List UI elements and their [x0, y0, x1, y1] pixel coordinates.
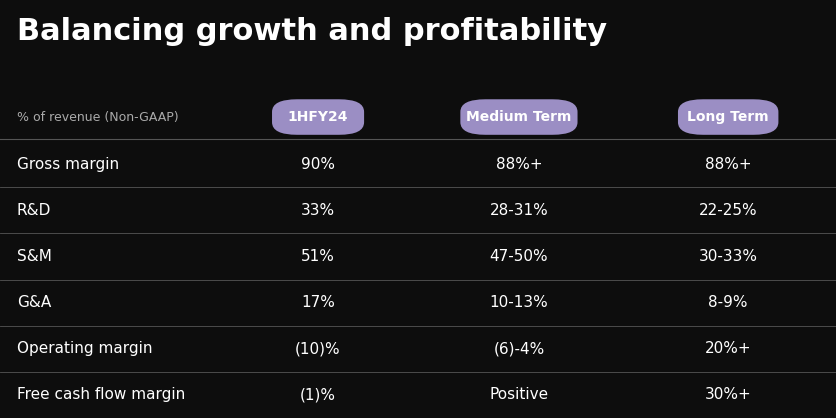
FancyBboxPatch shape [460, 99, 577, 135]
Text: (10)%: (10)% [295, 341, 340, 356]
Text: (1)%: (1)% [299, 387, 336, 403]
Text: 88%+: 88%+ [704, 157, 751, 172]
Text: Gross margin: Gross margin [17, 157, 119, 172]
Text: 8-9%: 8-9% [707, 295, 747, 310]
FancyBboxPatch shape [272, 99, 364, 135]
Text: 88%+: 88%+ [495, 157, 542, 172]
Text: 30%+: 30%+ [704, 387, 751, 403]
Text: G&A: G&A [17, 295, 51, 310]
Text: 22-25%: 22-25% [698, 203, 757, 218]
Text: S&M: S&M [17, 249, 52, 264]
Text: 20%+: 20%+ [704, 341, 751, 356]
Text: Free cash flow margin: Free cash flow margin [17, 387, 185, 403]
Text: 47-50%: 47-50% [489, 249, 548, 264]
Text: R&D: R&D [17, 203, 51, 218]
Text: 10-13%: 10-13% [489, 295, 548, 310]
Text: 90%: 90% [301, 157, 334, 172]
Text: Long Term: Long Term [686, 110, 768, 124]
Text: % of revenue (Non-GAAP): % of revenue (Non-GAAP) [17, 110, 178, 124]
Text: 33%: 33% [301, 203, 334, 218]
Text: 51%: 51% [301, 249, 334, 264]
Text: 28-31%: 28-31% [489, 203, 548, 218]
FancyBboxPatch shape [677, 99, 777, 135]
Text: 17%: 17% [301, 295, 334, 310]
Text: 30-33%: 30-33% [698, 249, 757, 264]
Text: Operating margin: Operating margin [17, 341, 152, 356]
Text: Medium Term: Medium Term [466, 110, 571, 124]
Text: Positive: Positive [489, 387, 548, 403]
Text: Balancing growth and profitability: Balancing growth and profitability [17, 17, 606, 46]
Text: (6)-4%: (6)-4% [492, 341, 544, 356]
Text: 1HFY24: 1HFY24 [288, 110, 348, 124]
